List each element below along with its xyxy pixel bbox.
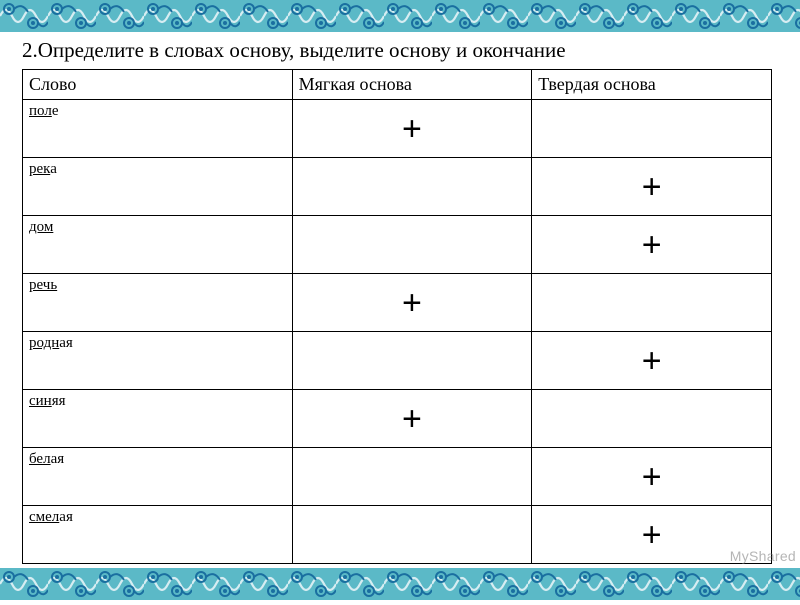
word-ending: ая xyxy=(51,451,65,467)
table-header-row: Слово Мягкая основа Твердая основа xyxy=(23,70,772,100)
table-row: поле+ xyxy=(23,100,772,158)
word-stem: дом xyxy=(29,219,53,235)
pattern-tile xyxy=(384,0,432,32)
table-row: речь + xyxy=(23,274,772,332)
word-ending: а xyxy=(50,161,57,177)
pattern-tile xyxy=(576,0,624,32)
pattern-tile xyxy=(480,568,528,600)
pattern-tile xyxy=(336,568,384,600)
table-row: смелая+ xyxy=(23,506,772,564)
word-cell: дом xyxy=(23,216,293,274)
soft-stem-mark xyxy=(292,448,532,506)
pattern-tile xyxy=(288,568,336,600)
pattern-tile xyxy=(576,568,624,600)
hard-stem-mark xyxy=(532,100,772,158)
header-hard-stem: Твердая основа xyxy=(532,70,772,100)
pattern-tile xyxy=(384,568,432,600)
word-cell: речь xyxy=(23,274,293,332)
word-cell: река xyxy=(23,158,293,216)
word-cell: поле xyxy=(23,100,293,158)
pattern-tile xyxy=(336,0,384,32)
pattern-tile xyxy=(624,0,672,32)
word-stem: пол xyxy=(29,103,52,119)
word-stem: рек xyxy=(29,161,50,177)
pattern-tile xyxy=(720,0,768,32)
task-title: 2.Определите в словах основу, выделите о… xyxy=(22,38,772,63)
soft-stem-mark xyxy=(292,158,532,216)
hard-stem-mark xyxy=(532,390,772,448)
pattern-tile xyxy=(192,0,240,32)
pattern-tile xyxy=(48,0,96,32)
pattern-tile xyxy=(720,568,768,600)
word-stem: родн xyxy=(29,335,59,351)
table-row: дом + xyxy=(23,216,772,274)
table-row: родная + xyxy=(23,332,772,390)
word-stem: бел xyxy=(29,451,51,467)
hard-stem-mark: + xyxy=(532,216,772,274)
word-stem: смел xyxy=(29,509,59,525)
hard-stem-mark xyxy=(532,274,772,332)
word-cell: синяя xyxy=(23,390,293,448)
word-cell: родная xyxy=(23,332,293,390)
word-cell: смелая xyxy=(23,506,293,564)
pattern-tile xyxy=(672,568,720,600)
hard-stem-mark: + xyxy=(532,332,772,390)
pattern-tile xyxy=(768,0,800,32)
soft-stem-mark: + xyxy=(292,390,532,448)
pattern-tile xyxy=(528,568,576,600)
soft-stem-mark xyxy=(292,216,532,274)
word-ending: ая xyxy=(59,335,73,351)
soft-stem-mark xyxy=(292,332,532,390)
content-area: 2.Определите в словах основу, выделите о… xyxy=(0,34,800,564)
pattern-tile xyxy=(0,0,48,32)
table-body: поле+река+дом+речь+родная+синяя+белая+см… xyxy=(23,100,772,564)
word-ending: е xyxy=(52,103,59,119)
word-ending: ая xyxy=(59,509,73,525)
soft-stem-mark xyxy=(292,506,532,564)
word-stem: син xyxy=(29,393,52,409)
pattern-tile xyxy=(240,0,288,32)
hard-stem-mark: + xyxy=(532,448,772,506)
decorative-border-top xyxy=(0,0,800,32)
table-row: река + xyxy=(23,158,772,216)
soft-stem-mark: + xyxy=(292,274,532,332)
pattern-tile xyxy=(432,568,480,600)
table-row: белая + xyxy=(23,448,772,506)
pattern-tile xyxy=(0,568,48,600)
word-stem: речь xyxy=(29,277,57,293)
exercise-table: Слово Мягкая основа Твердая основа поле+… xyxy=(22,69,772,564)
header-word: Слово xyxy=(23,70,293,100)
pattern-tile xyxy=(96,568,144,600)
pattern-tile xyxy=(768,568,800,600)
word-ending: яя xyxy=(52,393,66,409)
hard-stem-mark: + xyxy=(532,158,772,216)
pattern-tile xyxy=(144,0,192,32)
watermark: MyShared xyxy=(730,548,796,564)
pattern-tile xyxy=(144,568,192,600)
pattern-tile xyxy=(480,0,528,32)
pattern-tile xyxy=(672,0,720,32)
pattern-tile xyxy=(288,0,336,32)
decorative-border-bottom xyxy=(0,568,800,600)
word-cell: белая xyxy=(23,448,293,506)
pattern-tile xyxy=(48,568,96,600)
pattern-tile xyxy=(432,0,480,32)
pattern-tile xyxy=(528,0,576,32)
pattern-tile xyxy=(192,568,240,600)
table-row: синяя+ xyxy=(23,390,772,448)
pattern-tile xyxy=(96,0,144,32)
header-soft-stem: Мягкая основа xyxy=(292,70,532,100)
soft-stem-mark: + xyxy=(292,100,532,158)
pattern-tile xyxy=(240,568,288,600)
pattern-tile xyxy=(624,568,672,600)
